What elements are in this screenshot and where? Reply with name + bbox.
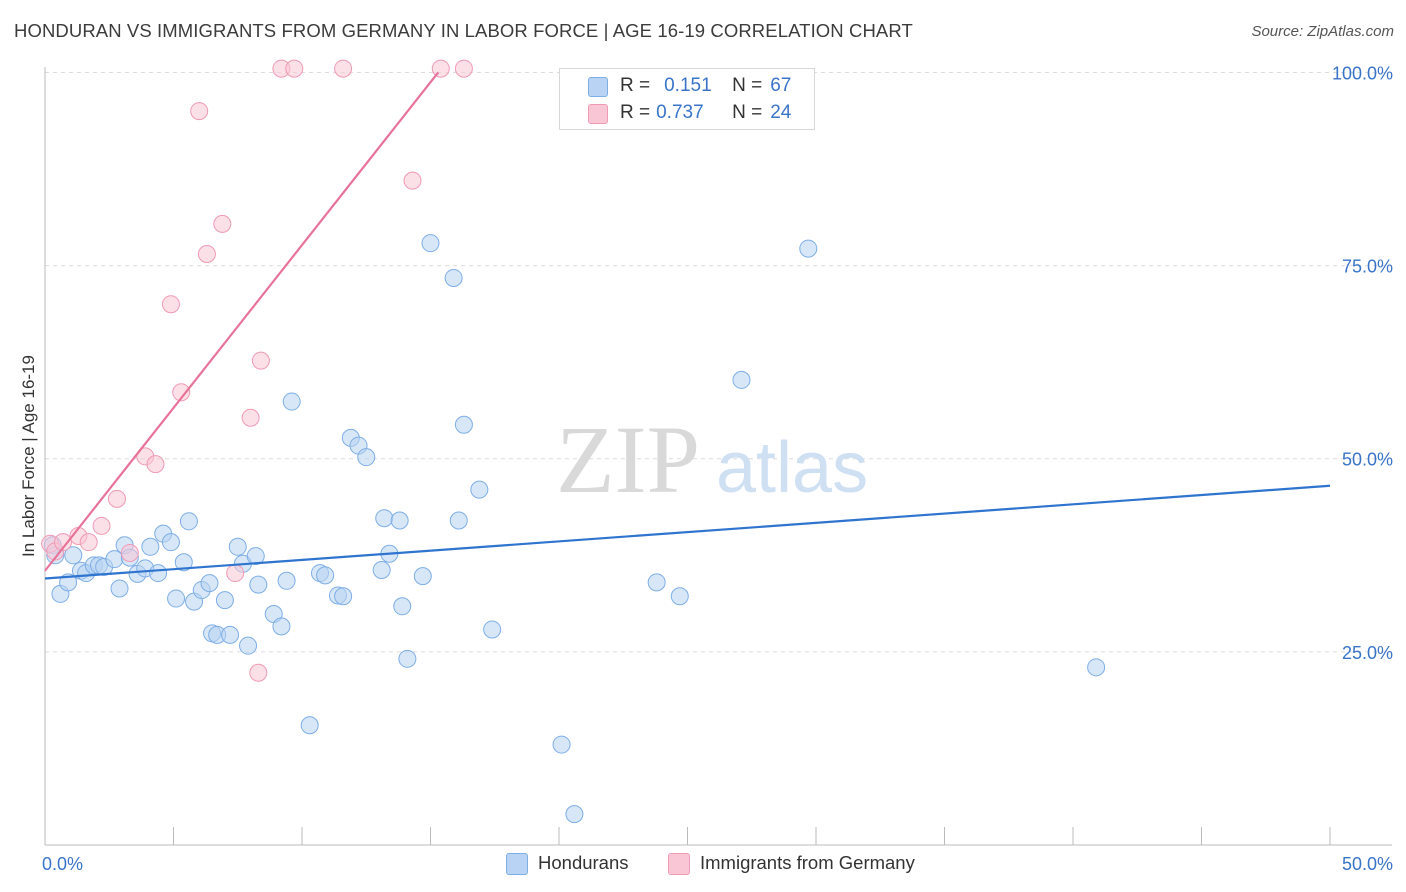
point-hondurans: [149, 564, 168, 583]
point-hondurans: [200, 574, 219, 593]
point-hondurans: [454, 415, 473, 434]
point-hondurans: [449, 511, 468, 530]
watermark-zip: ZIP: [556, 406, 700, 513]
point-hondurans: [282, 392, 301, 411]
point-germany: [334, 59, 353, 78]
point-hondurans: [167, 589, 186, 608]
point-hondurans: [141, 537, 160, 556]
point-hondurans: [161, 533, 180, 552]
point-hondurans: [110, 579, 129, 598]
axes: [44, 67, 1392, 846]
n-value: 24: [770, 102, 792, 123]
point-hondurans: [316, 566, 335, 585]
scatter-points: [41, 59, 1106, 824]
point-germany: [120, 543, 139, 562]
point-germany: [213, 214, 232, 233]
trend-line-germany: [44, 71, 440, 572]
point-germany: [146, 455, 165, 474]
point-hondurans: [375, 509, 394, 528]
point-hondurans: [552, 735, 571, 754]
y-axis-label: In Labor Force | Age 16-19: [19, 355, 38, 557]
bottom-legend-hondurans: Hondurans: [538, 852, 629, 873]
point-hondurans: [393, 597, 412, 616]
point-germany: [190, 102, 209, 121]
point-hondurans: [732, 370, 751, 389]
r-value: 0.737: [656, 102, 704, 123]
x-tick-label: 50.0%: [1342, 854, 1393, 874]
point-hondurans: [483, 620, 502, 639]
point-germany: [285, 59, 304, 78]
point-hondurans: [413, 567, 432, 586]
point-hondurans: [647, 573, 666, 592]
point-hondurans: [372, 560, 391, 579]
point-germany: [79, 533, 98, 552]
legend-swatch-germany: [588, 104, 608, 124]
bottom-legend-swatch-germany: [668, 853, 690, 875]
n-label: N =: [732, 102, 763, 123]
point-hondurans: [215, 591, 234, 610]
point-hondurans: [444, 268, 463, 287]
point-germany: [92, 516, 111, 535]
point-hondurans: [64, 546, 83, 565]
watermark-atlas: atlas: [716, 428, 868, 508]
stats-legend: R = 0.151 N = 67 R = 0.737 N = 24: [559, 68, 815, 130]
point-germany: [226, 564, 245, 583]
point-hondurans: [249, 575, 268, 594]
point-hondurans: [246, 547, 265, 566]
point-hondurans: [470, 480, 489, 499]
point-germany: [172, 383, 191, 402]
point-hondurans: [390, 511, 409, 530]
bottom-legend-germany: Immigrants from Germany: [700, 852, 915, 873]
r-value: 0.151: [664, 75, 712, 96]
trend-lines: [44, 71, 1331, 580]
point-hondurans: [228, 537, 247, 556]
point-germany: [241, 408, 260, 427]
point-germany: [107, 489, 126, 508]
point-germany: [251, 351, 270, 370]
point-germany: [249, 663, 268, 682]
point-hondurans: [105, 550, 124, 569]
x-tick-label: 0.0%: [42, 854, 83, 874]
point-hondurans: [334, 587, 353, 606]
n-label: N =: [732, 75, 763, 96]
point-hondurans: [565, 805, 584, 824]
y-tick-label: 100.0%: [1332, 63, 1393, 83]
point-hondurans: [1087, 658, 1106, 677]
point-hondurans: [277, 571, 296, 590]
chart-title: HONDURAN VS IMMIGRANTS FROM GERMANY IN L…: [14, 20, 913, 41]
r-label: R =: [620, 102, 651, 123]
point-hondurans: [300, 716, 319, 735]
point-germany: [431, 59, 450, 78]
point-hondurans: [799, 239, 818, 258]
point-hondurans: [174, 553, 193, 572]
point-hondurans: [221, 625, 240, 644]
tick-labels: 25.0% 50.0% 75.0% 100.0% 0.0% 50.0%: [42, 63, 1393, 874]
point-hondurans: [357, 448, 376, 467]
point-germany: [197, 245, 216, 263]
bottom-legend-swatch-hondurans: [506, 853, 528, 875]
legend-row-hondurans: R = 0.151 N = 67: [620, 73, 791, 99]
point-germany: [403, 171, 422, 190]
y-tick-label: 75.0%: [1342, 257, 1393, 277]
gridlines: [45, 71, 1392, 653]
point-hondurans: [398, 649, 417, 668]
point-hondurans: [239, 636, 258, 655]
point-germany: [161, 295, 180, 314]
point-germany: [53, 533, 72, 552]
legend-swatch-hondurans: [588, 77, 608, 97]
r-label: R =: [620, 75, 651, 96]
point-hondurans: [421, 234, 440, 253]
y-tick-label: 50.0%: [1342, 450, 1393, 470]
point-hondurans: [670, 587, 689, 606]
watermark: ZIP atlas: [556, 406, 868, 513]
y-tick-label: 25.0%: [1342, 643, 1393, 663]
source-label: Source: ZipAtlas.com: [1251, 23, 1394, 40]
trend-line-hondurans: [44, 484, 1331, 580]
n-value: 67: [770, 75, 792, 96]
point-germany: [454, 59, 473, 78]
point-hondurans: [179, 512, 198, 531]
point-hondurans: [272, 617, 291, 636]
legend-row-germany: R = 0.737 N = 24: [620, 100, 791, 126]
